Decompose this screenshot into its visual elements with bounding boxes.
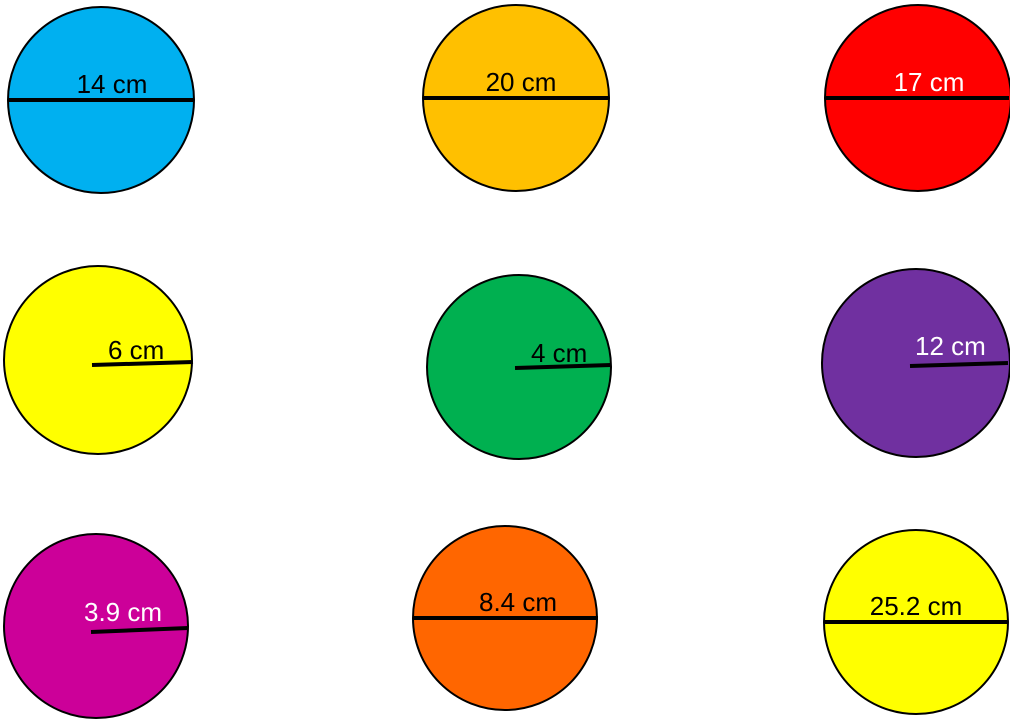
measurement-label: 12 cm xyxy=(915,331,986,361)
measurement-label: 20 cm xyxy=(486,67,557,97)
circle-5: 4 cm xyxy=(426,274,612,460)
measurement-line xyxy=(90,626,189,634)
circle-7: 3.9 cm xyxy=(3,533,189,719)
circle-8: 8.4 cm xyxy=(412,525,598,711)
circle-4: 6 cm xyxy=(3,265,194,455)
circle-shape xyxy=(3,265,193,455)
measurement-line xyxy=(909,361,1009,368)
circle-shape xyxy=(821,268,1010,458)
measurement-label: 17 cm xyxy=(894,67,965,97)
measurement-label: 8.4 cm xyxy=(479,587,557,617)
circle-1: 14 cm xyxy=(7,6,195,194)
circle-shape xyxy=(3,533,189,719)
measurement-label: 6 cm xyxy=(108,335,164,365)
measurement-label: 25.2 cm xyxy=(870,591,963,621)
circle-9: 25.2 cm xyxy=(823,529,1009,715)
measurement-label: 14 cm xyxy=(77,69,148,99)
measurement-line xyxy=(91,360,194,367)
circle-3: 17 cm xyxy=(824,4,1010,192)
circle-6: 12 cm xyxy=(821,268,1010,458)
measurement-label: 3.9 cm xyxy=(84,597,162,627)
measurement-line xyxy=(514,363,612,370)
circle-2: 20 cm xyxy=(422,4,610,192)
measurement-label: 4 cm xyxy=(531,338,587,368)
